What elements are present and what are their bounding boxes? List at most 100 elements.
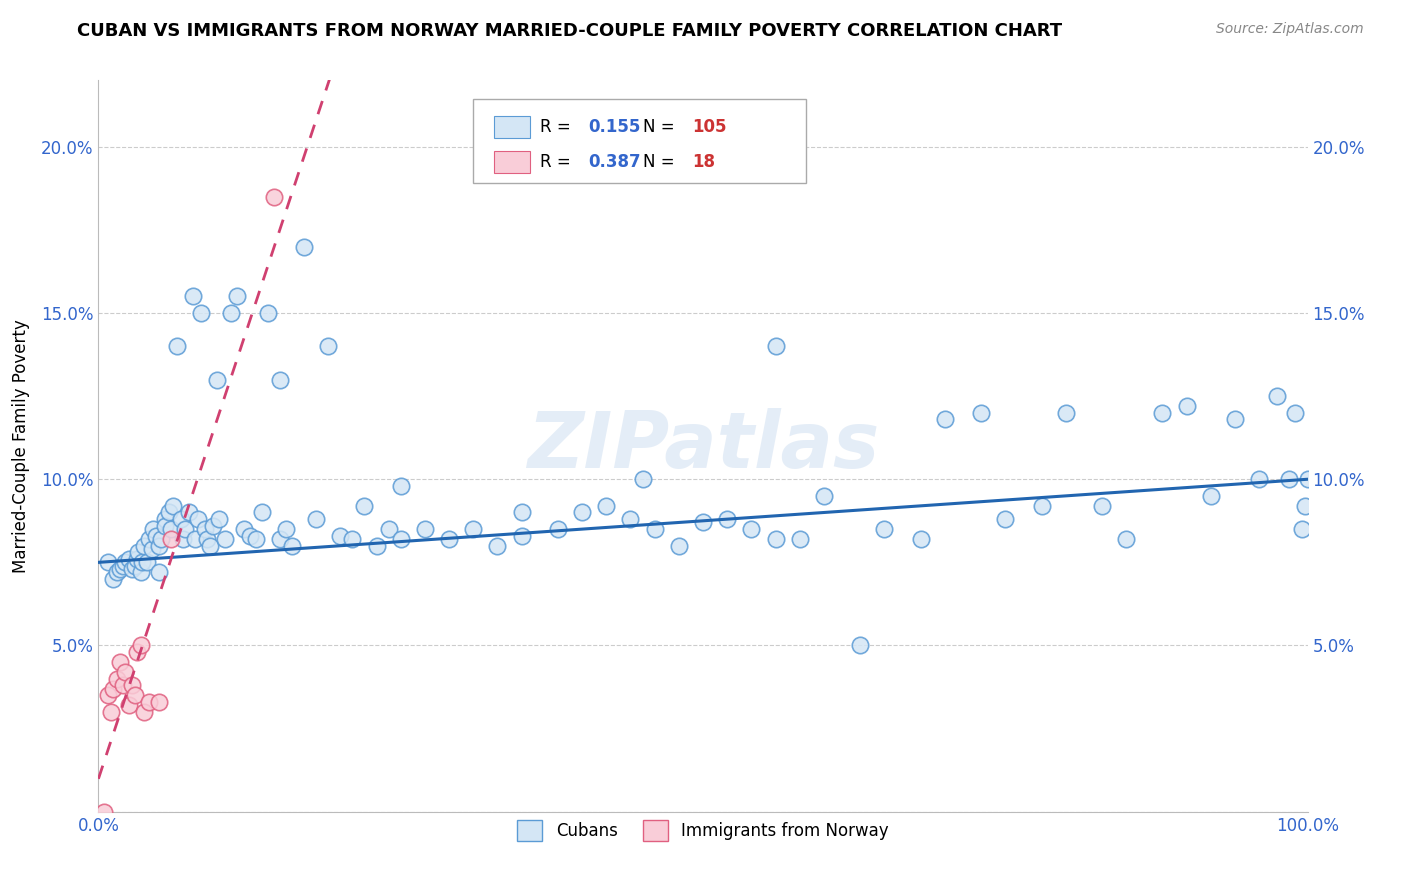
Point [195, 532, 218, 546]
Point [214, 532, 236, 546]
Point [127, 552, 149, 566]
Point [510, 506, 533, 520]
Point [571, 506, 593, 520]
Point [129, 639, 152, 653]
FancyBboxPatch shape [474, 99, 806, 183]
Legend: Cubans, Immigrants from Norway: Cubans, Immigrants from Norway [510, 814, 896, 847]
Point [232, 522, 254, 536]
Point [274, 522, 297, 536]
Point [1267, 389, 1289, 403]
Point [269, 372, 291, 386]
Point [148, 539, 170, 553]
Point [245, 532, 267, 546]
Point [281, 539, 304, 553]
Point [1294, 499, 1316, 513]
Point [226, 289, 249, 303]
Point [141, 542, 163, 557]
Point [342, 532, 364, 546]
Point [329, 529, 352, 543]
Point [208, 512, 231, 526]
Point [486, 539, 509, 553]
Point [145, 529, 167, 543]
Text: 105: 105 [692, 118, 727, 136]
Point [873, 522, 896, 536]
Point [437, 532, 460, 546]
FancyBboxPatch shape [494, 116, 530, 137]
Point [263, 189, 285, 203]
Point [138, 695, 160, 709]
Point [1199, 489, 1222, 503]
Point [121, 562, 143, 576]
Point [198, 539, 221, 553]
Point [316, 339, 339, 353]
Point [716, 512, 738, 526]
Point [221, 306, 243, 320]
Point [108, 655, 131, 669]
Point [97, 555, 120, 569]
Point [118, 552, 141, 566]
Point [194, 522, 217, 536]
Point [547, 522, 569, 536]
Y-axis label: Married-Couple Family Poverty: Married-Couple Family Poverty [11, 319, 30, 573]
Point [595, 499, 617, 513]
Point [153, 512, 176, 526]
Point [510, 529, 533, 543]
Point [389, 532, 412, 546]
Point [292, 239, 315, 253]
Point [148, 695, 170, 709]
Point [131, 555, 153, 569]
Point [813, 489, 835, 503]
Point [108, 562, 131, 576]
Text: 18: 18 [692, 153, 716, 171]
Point [127, 545, 149, 559]
Point [166, 339, 188, 353]
Point [174, 522, 197, 536]
Text: R =: R = [540, 118, 576, 136]
Point [111, 678, 134, 692]
Point [160, 532, 183, 546]
Point [619, 512, 641, 526]
Point [157, 506, 180, 520]
Point [135, 555, 157, 569]
Point [1284, 406, 1306, 420]
Point [1175, 399, 1198, 413]
Point [105, 672, 128, 686]
Point [169, 512, 191, 526]
Point [631, 472, 654, 486]
Point [740, 522, 762, 536]
Point [184, 532, 207, 546]
Point [101, 681, 124, 696]
Point [1054, 406, 1077, 420]
Point [250, 506, 273, 520]
Point [1249, 472, 1271, 486]
Point [111, 558, 134, 573]
Point [205, 372, 228, 386]
Point [463, 522, 485, 536]
Point [162, 499, 184, 513]
Text: 0.155: 0.155 [588, 118, 641, 136]
Point [124, 558, 146, 573]
Point [269, 532, 291, 546]
Point [789, 532, 811, 546]
Point [934, 412, 956, 426]
Text: R =: R = [540, 153, 576, 171]
Point [181, 289, 204, 303]
Point [1091, 499, 1114, 513]
Point [142, 522, 165, 536]
Point [1115, 532, 1137, 546]
Point [121, 678, 143, 692]
Point [179, 506, 201, 520]
Point [239, 529, 262, 543]
Point [134, 539, 156, 553]
Point [148, 566, 170, 580]
Point [692, 516, 714, 530]
Text: Source: ZipAtlas.com: Source: ZipAtlas.com [1216, 22, 1364, 37]
Point [849, 639, 872, 653]
Point [970, 406, 993, 420]
Point [202, 518, 225, 533]
Point [124, 689, 146, 703]
Point [105, 566, 128, 580]
Point [1152, 406, 1174, 420]
Point [172, 532, 194, 546]
Point [377, 522, 399, 536]
